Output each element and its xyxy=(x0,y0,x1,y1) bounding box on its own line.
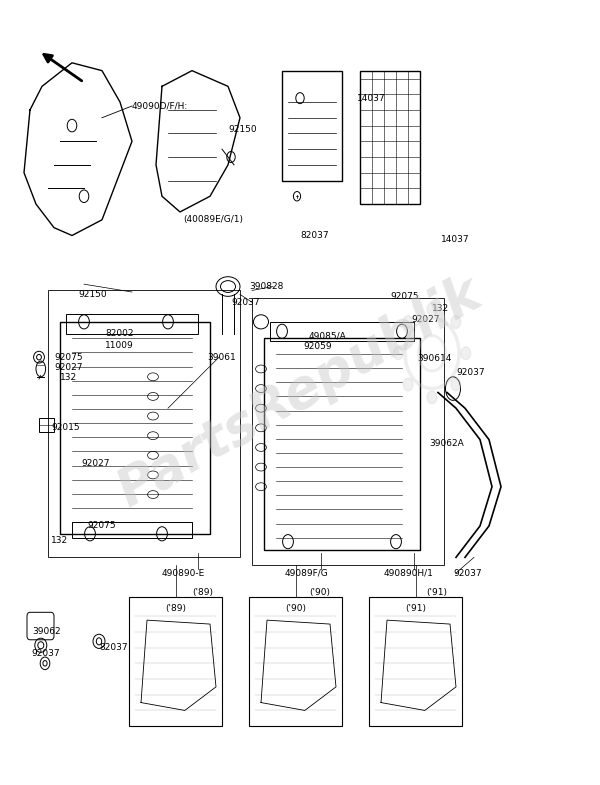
Text: 390614: 390614 xyxy=(417,354,451,363)
Circle shape xyxy=(461,347,470,360)
Text: ('91): ('91) xyxy=(405,604,426,613)
Bar xyxy=(39,418,54,432)
Text: 49085/A: 49085/A xyxy=(309,331,347,341)
Bar xyxy=(66,314,198,334)
Text: 92075: 92075 xyxy=(390,292,419,301)
Circle shape xyxy=(394,347,403,360)
Text: (40089E/G/1): (40089E/G/1) xyxy=(183,215,243,225)
Circle shape xyxy=(403,316,413,328)
Bar xyxy=(369,597,462,726)
Text: 82002: 82002 xyxy=(105,329,133,338)
Text: ('91): ('91) xyxy=(426,588,447,597)
Text: 92150: 92150 xyxy=(78,290,107,299)
Text: 92075: 92075 xyxy=(54,352,83,362)
Text: 92027: 92027 xyxy=(54,363,83,372)
Text: 14037: 14037 xyxy=(357,93,386,103)
Text: 490890H/1: 490890H/1 xyxy=(384,568,434,578)
Text: PartsRepublik: PartsRepublik xyxy=(109,267,491,518)
Bar xyxy=(60,322,210,534)
Text: ('90): ('90) xyxy=(309,588,330,597)
Text: 39062: 39062 xyxy=(32,627,61,637)
Text: 92015: 92015 xyxy=(51,423,80,433)
Bar xyxy=(270,322,414,341)
Text: 132: 132 xyxy=(51,535,68,545)
Circle shape xyxy=(427,303,437,316)
Text: 92027: 92027 xyxy=(411,315,440,324)
Text: 490890-E: 490890-E xyxy=(162,568,205,578)
Text: 92037: 92037 xyxy=(231,298,260,307)
Bar xyxy=(264,338,420,550)
Bar xyxy=(282,71,342,181)
Text: 39061: 39061 xyxy=(207,352,236,362)
Text: 82037: 82037 xyxy=(99,643,128,652)
Bar xyxy=(72,522,192,538)
Circle shape xyxy=(403,378,413,391)
Text: 92037: 92037 xyxy=(453,568,482,578)
Circle shape xyxy=(427,391,437,403)
Text: ('90): ('90) xyxy=(285,604,306,613)
Text: 92037: 92037 xyxy=(456,368,485,378)
Text: 92037: 92037 xyxy=(32,648,61,658)
Text: 390828: 390828 xyxy=(249,282,283,291)
Text: ('89): ('89) xyxy=(165,604,186,613)
Text: 39062A: 39062A xyxy=(429,439,464,448)
Bar xyxy=(252,298,444,565)
Bar xyxy=(360,71,420,204)
Bar xyxy=(249,597,342,726)
Text: 11009: 11009 xyxy=(105,341,134,350)
Text: 14037: 14037 xyxy=(441,235,470,244)
Text: 49090D/F/H:: 49090D/F/H: xyxy=(132,101,188,111)
Text: 92059: 92059 xyxy=(303,342,332,352)
Circle shape xyxy=(451,378,461,391)
Text: 82037: 82037 xyxy=(300,231,329,240)
Bar xyxy=(129,597,222,726)
Text: 132: 132 xyxy=(60,373,77,382)
Text: ('89): ('89) xyxy=(192,588,213,597)
Text: 92027: 92027 xyxy=(81,458,110,468)
Text: 49089F/G: 49089F/G xyxy=(285,568,329,578)
Text: 132: 132 xyxy=(432,304,449,313)
Circle shape xyxy=(451,316,461,328)
Text: 92150: 92150 xyxy=(228,125,257,134)
Text: 92075: 92075 xyxy=(87,521,116,531)
Bar xyxy=(48,290,240,557)
